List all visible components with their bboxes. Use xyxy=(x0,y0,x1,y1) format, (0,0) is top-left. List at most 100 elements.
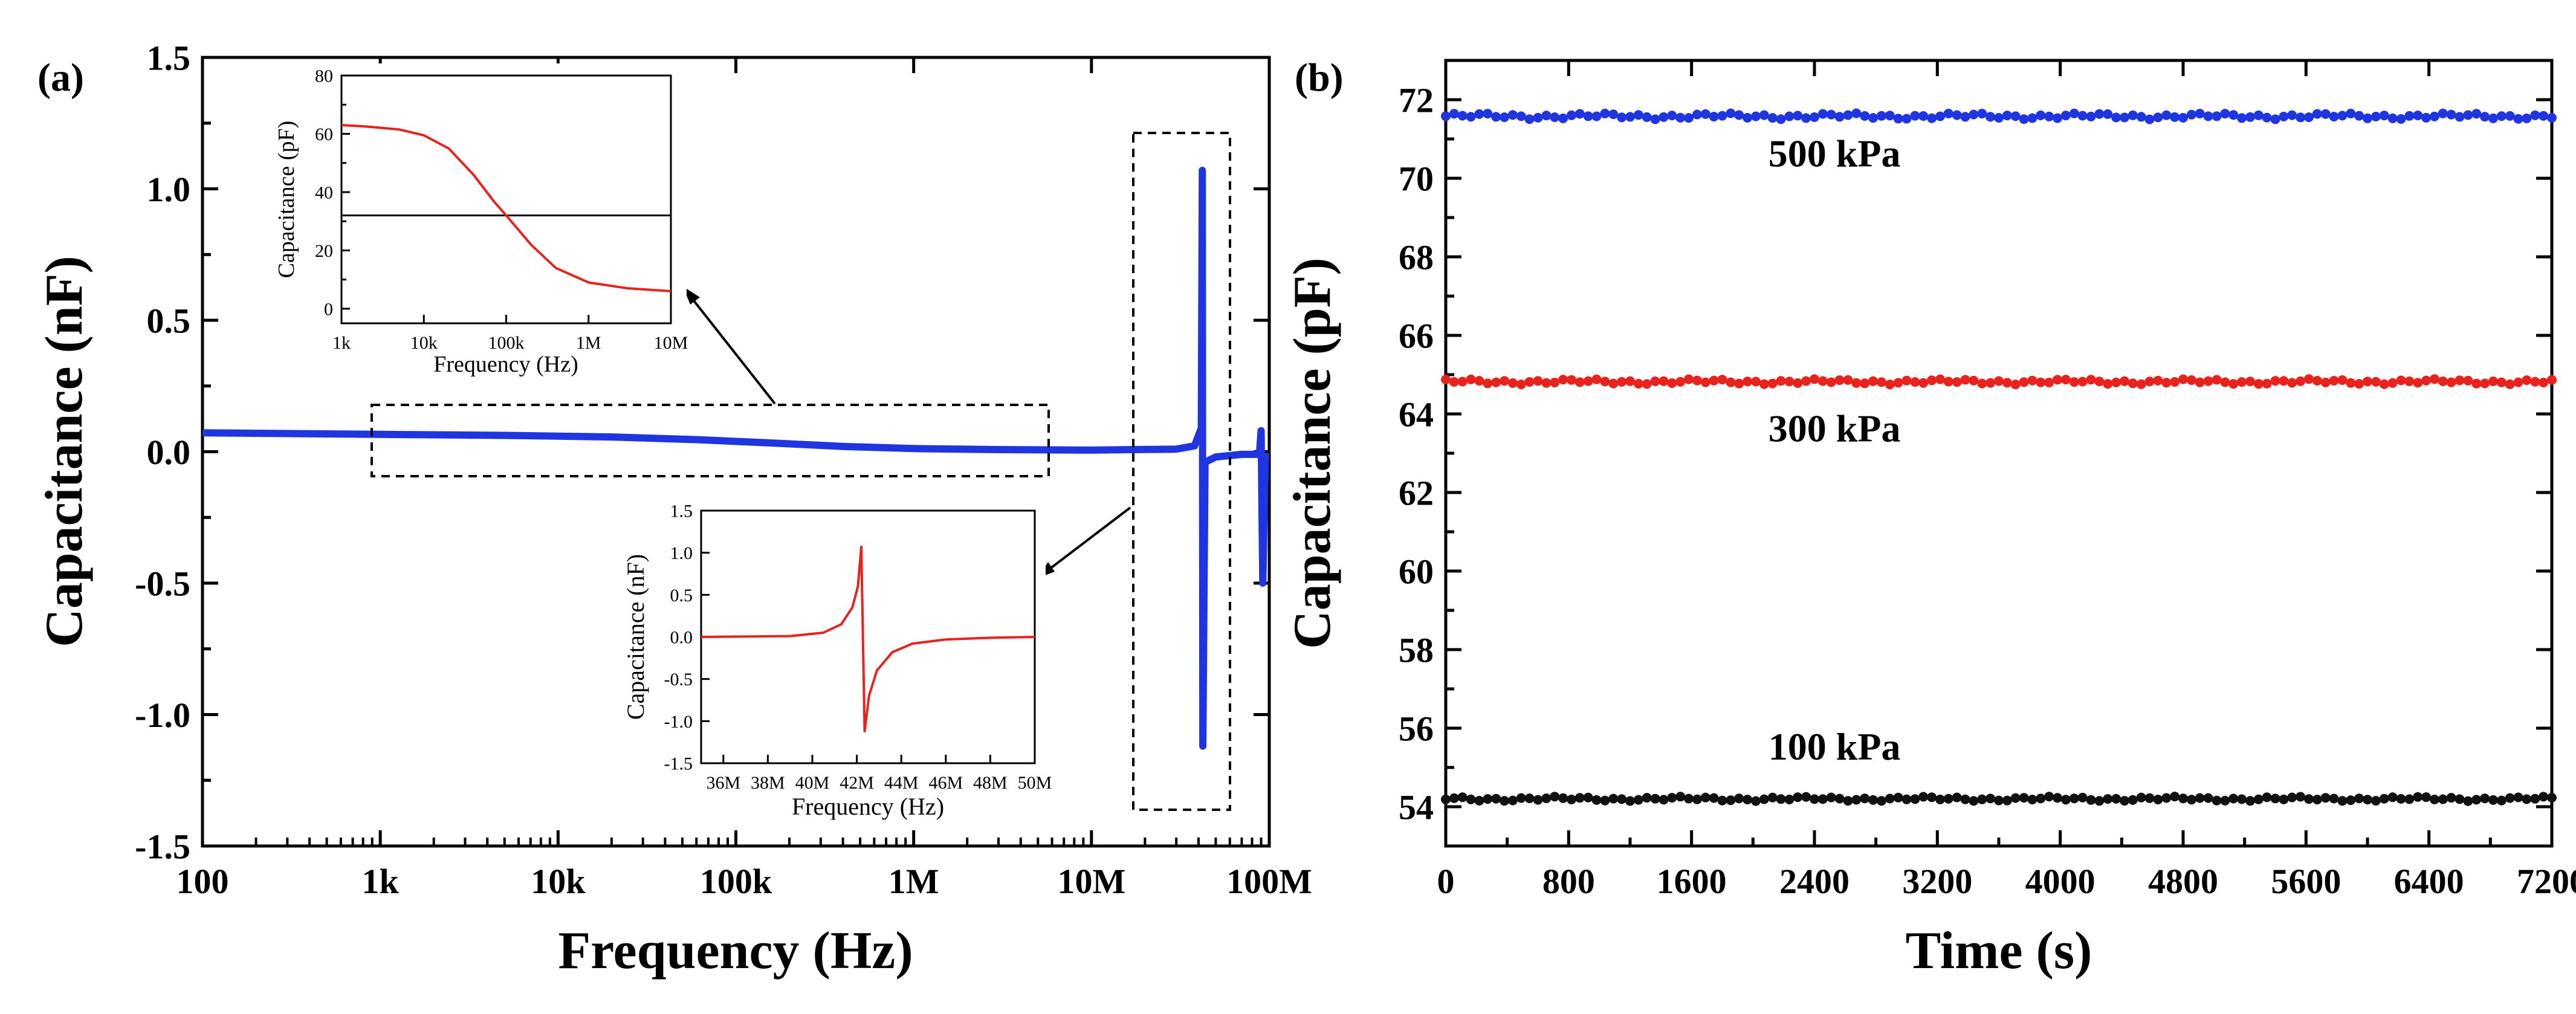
panel-b-data-point xyxy=(2539,111,2549,121)
zoom-box-resonance xyxy=(1132,132,1231,811)
panel-b-data-point xyxy=(2513,377,2523,387)
panel-b-data-point xyxy=(1617,376,1627,387)
panel-b-data-point xyxy=(1843,375,1853,385)
panel-b-data-point xyxy=(2086,375,2096,385)
panel-b-data-point xyxy=(1960,375,1970,385)
panel-b-data-point xyxy=(2086,111,2096,121)
panel-a-x-tick-label: 10k xyxy=(531,862,586,901)
panel-b-data-point xyxy=(2120,796,2129,806)
panel-b-data-point xyxy=(2044,792,2054,802)
panel-b-data-point xyxy=(1533,112,1543,123)
inset-2-x-tick-label: 38M xyxy=(751,773,785,793)
panel-b-plot-frame xyxy=(1444,59,2554,848)
panel-b-data-point xyxy=(1574,793,1585,803)
panel-b-data-point xyxy=(2312,109,2322,119)
panel-b-data-point xyxy=(2161,110,2172,120)
panel-a-x-tick-label: 1k xyxy=(362,862,400,901)
panel-b-data-point xyxy=(2270,114,2280,124)
panel-b-data-point xyxy=(1876,796,1886,806)
panel-b-data-point xyxy=(1860,111,1870,121)
panel-a: (a) -1.5-1.0-0.50.00.51.01.5 100 1k 10k 100… xyxy=(35,38,1312,980)
panel-b-data-point xyxy=(1574,109,1585,119)
inset-2-y-tick-label: 1.5 xyxy=(670,502,693,522)
panel-b-data-point xyxy=(1726,108,1736,118)
panel-b-data-point xyxy=(1700,109,1710,119)
inset-1-arrowhead xyxy=(683,286,700,305)
panel-b-data-point xyxy=(2002,111,2012,121)
panel-b-data-point xyxy=(1633,379,1643,389)
panel-b-data-point xyxy=(1885,379,1895,390)
panel-b-data-point xyxy=(2387,792,2398,802)
inset-2-x-tick-label: 46M xyxy=(928,773,963,793)
panel-b-data-point xyxy=(2228,110,2239,120)
panel-b-data-point xyxy=(2287,378,2297,388)
panel-b-data-point xyxy=(1642,793,1652,803)
panel-b-data-point xyxy=(2186,375,2196,385)
panel-b-y-tick-label: 60 xyxy=(1399,552,1434,591)
panel-b-data-point xyxy=(1952,377,1962,387)
panel-b-data-point xyxy=(2170,112,2180,122)
panel-b-data-point xyxy=(2371,796,2381,806)
panel-b-data-point xyxy=(1558,375,1568,385)
panel-b-data-point xyxy=(2488,795,2498,805)
panel-b-data-point xyxy=(1591,374,1602,384)
panel-a-y-axis: -1.5 -1.0 -0.5 0.0 0.5 1.0 1.5 xyxy=(135,38,1269,866)
panel-b-data-point xyxy=(2220,109,2230,119)
panel-a-y-tick-label: 1.0 xyxy=(147,170,191,209)
panel-b-data-point xyxy=(1507,795,1518,806)
panel-b-data-point xyxy=(1734,110,1744,120)
panel-b-data-point xyxy=(2446,793,2456,803)
panel-b-y-tick-label: 54 xyxy=(1399,787,1434,827)
panel-b-data-point xyxy=(1918,378,1929,388)
panel-b-data-point xyxy=(2396,114,2406,124)
panel-b-data-point xyxy=(1977,109,1987,118)
panel-b-data-point xyxy=(1793,792,1803,802)
inset-1-x-tick-label: 1k xyxy=(332,333,351,353)
panel-b-data-point xyxy=(2496,111,2506,121)
panel-b-data-point xyxy=(1801,113,1811,123)
inset-2-x-tick-label: 40M xyxy=(795,773,830,793)
panel-b-data-point xyxy=(1449,377,1459,387)
panel-b-data-point xyxy=(2144,376,2155,387)
panel-b-data-point xyxy=(1591,111,1602,121)
panel-b-data-point xyxy=(2136,379,2146,389)
panel-a-series xyxy=(202,167,1269,750)
panel-b-y-tick-label: 68 xyxy=(1399,237,1434,277)
panel-b-data-point xyxy=(2086,795,2096,805)
panel-b-data-point xyxy=(2027,375,2037,386)
panel-b-data-point xyxy=(2421,112,2431,123)
panel-b-data-point xyxy=(1466,374,1476,384)
panel-b-x-tick-label: 2400 xyxy=(1779,862,1849,901)
panel-b-data-point xyxy=(2237,794,2247,804)
panel-b-data-point xyxy=(1826,109,1836,120)
panel-b-data-point xyxy=(2036,377,2046,387)
panel-b-data-point xyxy=(2019,114,2029,124)
panel-b-data-point xyxy=(1541,111,1552,121)
panel-b-data-point xyxy=(2203,111,2213,121)
panel-b-data-point xyxy=(2320,377,2331,387)
panel-b-data-point xyxy=(1726,795,1736,806)
panel-b-data-point xyxy=(2429,111,2439,121)
panel-a-x-tick-label: 1M xyxy=(888,862,939,901)
panel-b-data-point xyxy=(2488,376,2498,386)
panel-b-data-point xyxy=(2312,376,2322,386)
panel-a-x-tick-label: 10M xyxy=(1057,862,1125,901)
panel-a-y-tick-label: 0.5 xyxy=(147,301,191,340)
panel-b-data-point xyxy=(2161,793,2172,803)
panel-b-data-point xyxy=(1692,109,1702,120)
panel-b-data-point xyxy=(2144,793,2155,803)
panel-b-data-point xyxy=(2296,792,2306,802)
inset-1-series-line xyxy=(341,124,672,292)
panel-b-data-point xyxy=(1550,112,1560,122)
panel-b-data-point xyxy=(1541,378,1552,388)
inset-1-y-tick-label: 60 xyxy=(315,124,333,144)
panel-b-data-point xyxy=(1810,112,1819,122)
panel-b-data-point xyxy=(1642,379,1652,389)
panel-b-data-point xyxy=(1474,796,1484,806)
inset-2-background xyxy=(604,499,1046,825)
panel-b-data-point xyxy=(2077,792,2088,802)
inset-2-series-line xyxy=(701,545,1035,733)
panel-b-data-point xyxy=(2471,378,2482,389)
panel-b-data-point xyxy=(2212,795,2222,806)
panel-b-data-point xyxy=(1876,377,1886,387)
